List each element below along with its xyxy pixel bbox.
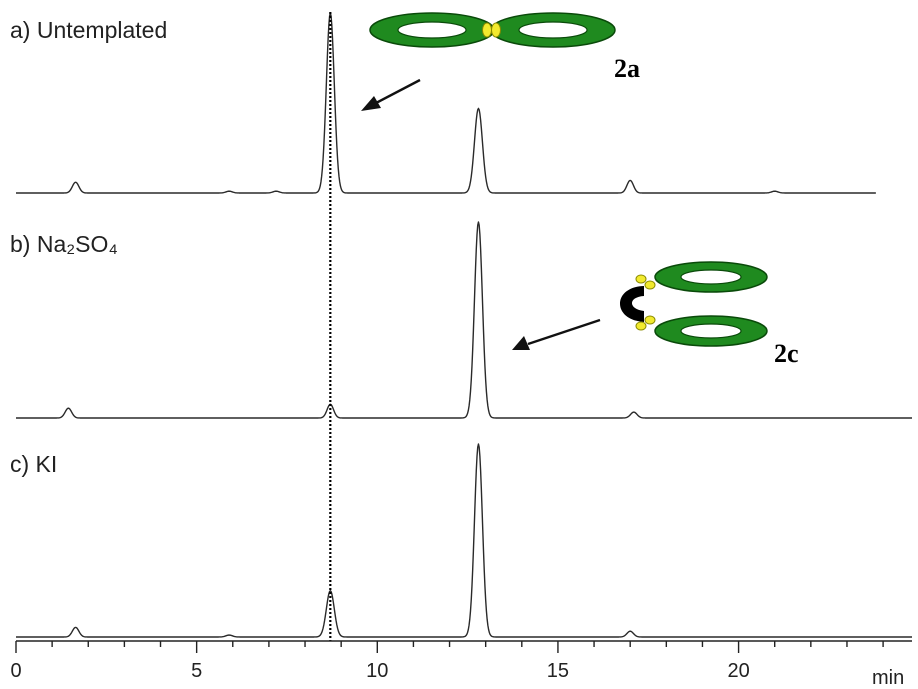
bead-icon: [482, 22, 492, 38]
ring-left-hole: [397, 21, 467, 39]
bead-icon: [644, 315, 656, 325]
bead-icon: [635, 274, 647, 284]
trace-untemplated: [16, 12, 876, 194]
x-tick-label: 15: [547, 660, 569, 682]
x-axis-ticks: 0 5 10 15 20: [10, 641, 884, 682]
x-tick-label: 20: [727, 660, 749, 682]
compound-2a-label: 2a: [614, 54, 640, 83]
ring-lower-hole: [680, 323, 742, 339]
panel-a-label: a) Untemplated: [10, 17, 167, 43]
bead-icon: [491, 22, 501, 38]
arrow-2c-icon: [512, 318, 601, 350]
arrow-2a-icon: [361, 78, 421, 111]
compound-2a-illustration: [369, 12, 616, 48]
bead-icon: [635, 321, 647, 331]
x-tick-label: 0: [10, 660, 21, 682]
ring-upper-hole: [680, 269, 742, 285]
linker-shape: [620, 286, 644, 322]
compound-2c-label: 2c: [774, 339, 799, 368]
panel-c-label: c) KI: [10, 451, 57, 477]
bead-icon: [644, 280, 656, 290]
trace-ki: [16, 443, 912, 638]
trace-na2so4: [16, 221, 912, 419]
panel-b-label: b) Na₂SO₄: [10, 231, 118, 257]
compound-2c-illustration: [620, 261, 768, 347]
x-tick-label: 5: [191, 660, 202, 682]
x-axis-unit: min: [872, 667, 904, 689]
x-tick-label: 10: [366, 660, 388, 682]
ring-right-hole: [518, 21, 588, 39]
